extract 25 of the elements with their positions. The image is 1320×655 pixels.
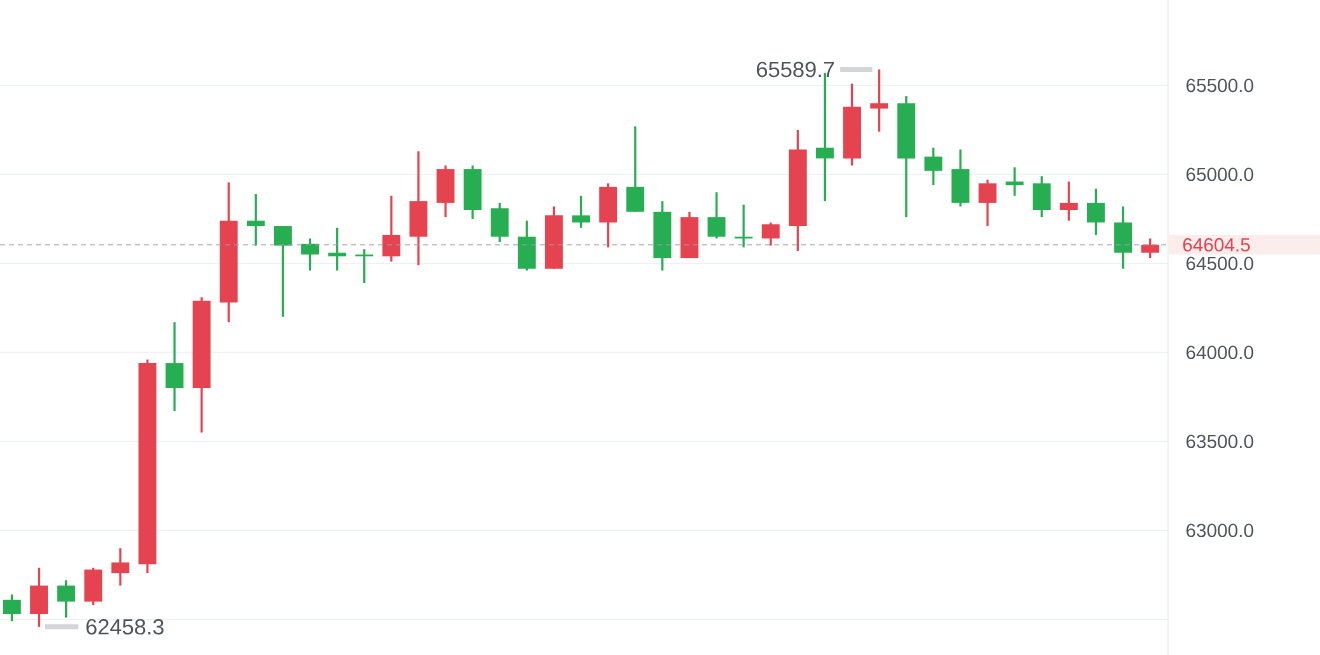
candlestick xyxy=(1059,180,1078,222)
candlestick xyxy=(57,579,76,619)
candlestick xyxy=(870,68,889,133)
candlestick xyxy=(924,146,943,187)
y-tick-label: 64500.0 xyxy=(1186,256,1254,271)
ref-line-label: 64604.5 xyxy=(1183,238,1250,252)
y-tick-label: 63500.0 xyxy=(1186,434,1254,449)
candlestick xyxy=(978,178,997,228)
candlestick xyxy=(246,192,265,247)
candlestick xyxy=(1087,187,1105,237)
candlestick xyxy=(382,194,401,263)
annotation: 65589.7 xyxy=(756,61,834,78)
candlestick xyxy=(273,224,292,318)
candlestick xyxy=(1141,237,1160,260)
candlestick xyxy=(301,237,319,272)
candlestick xyxy=(707,191,726,240)
candlestick xyxy=(761,221,780,247)
candlestick xyxy=(572,194,590,229)
candlestick xyxy=(111,547,130,587)
y-tick-label: 64000.0 xyxy=(1186,345,1254,360)
y-tick-label: 65000.0 xyxy=(1186,167,1254,182)
candlestick xyxy=(2,593,21,623)
y-tick-label: 63000.0 xyxy=(1186,523,1254,538)
annotation: 62458.3 xyxy=(86,619,164,635)
y-tick-label: 65500.0 xyxy=(1186,78,1254,93)
